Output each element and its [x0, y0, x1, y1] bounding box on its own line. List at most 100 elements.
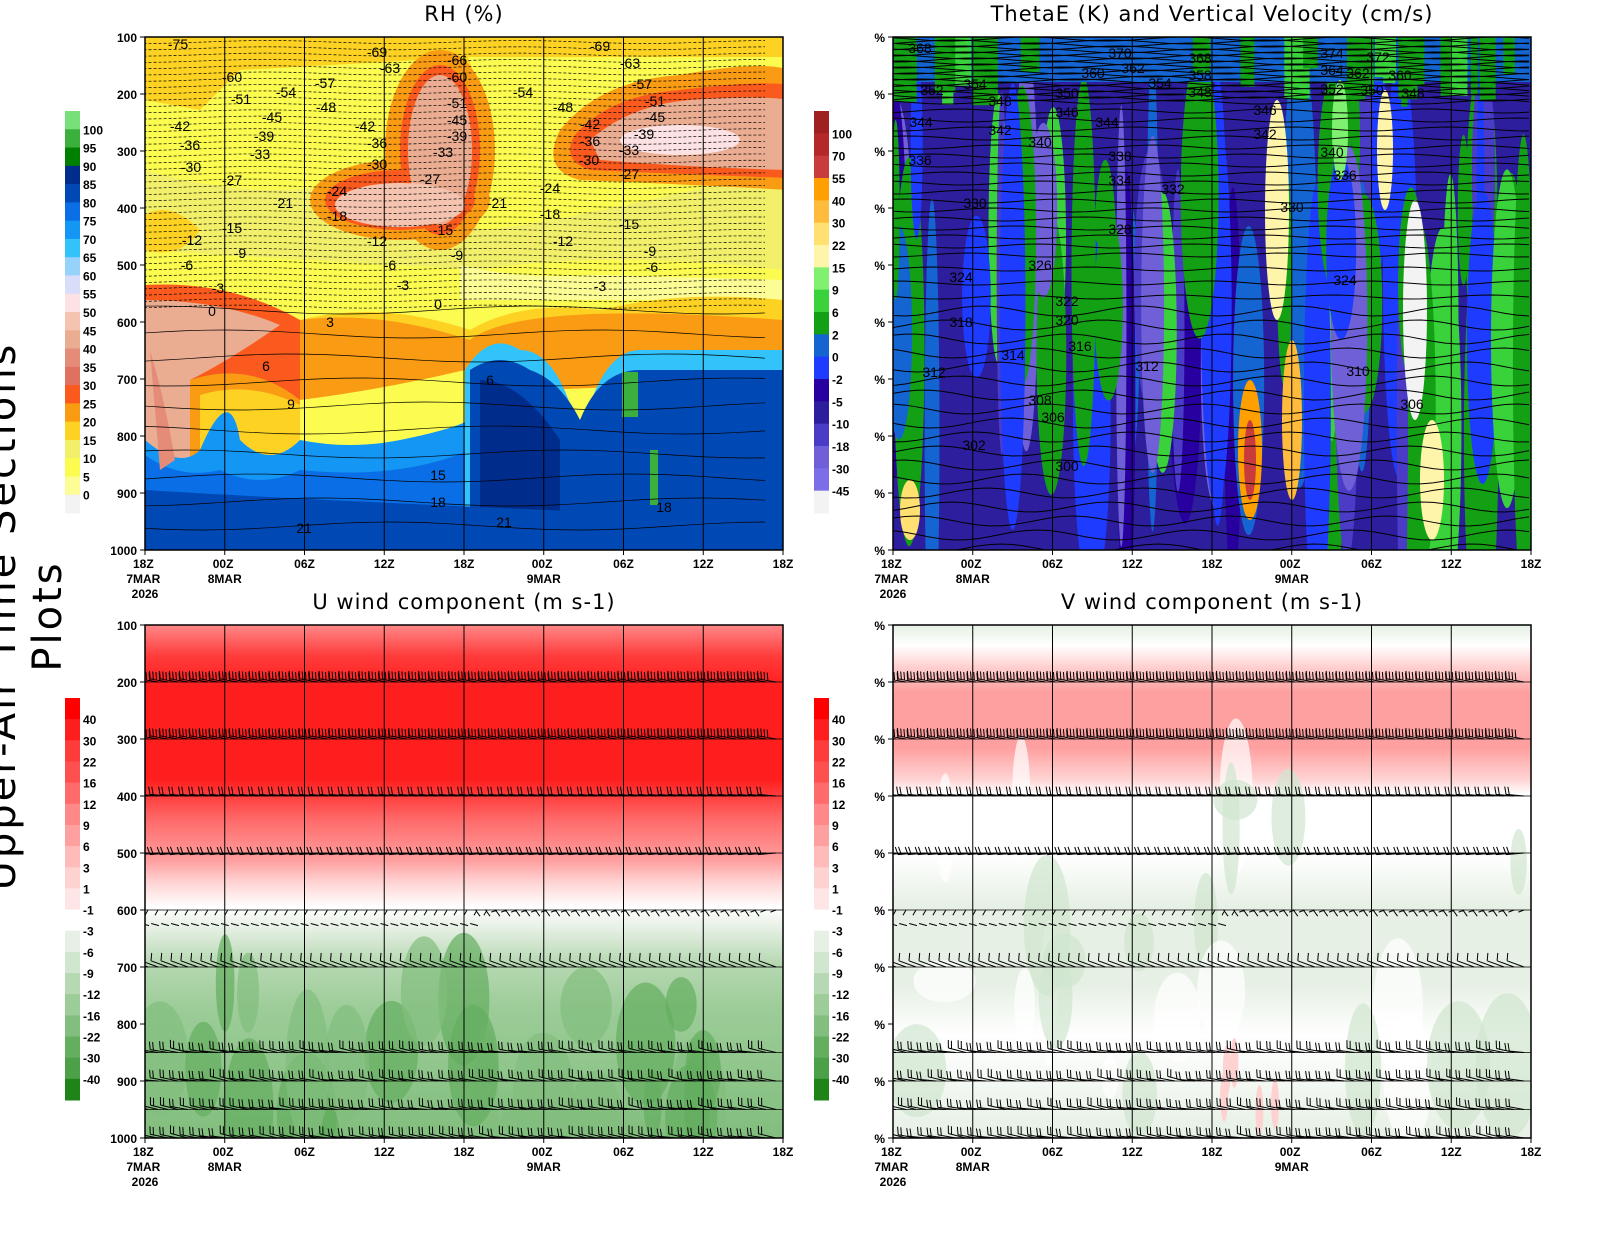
thetae-fill — [1442, 174, 1459, 468]
colorbar-swatch — [65, 111, 80, 130]
colorbar-swatch — [814, 111, 829, 134]
colorbar-label: -1 — [83, 904, 94, 918]
thetae-contour-line — [893, 75, 1530, 81]
thetae-contour-label: 338 — [1108, 148, 1132, 164]
x-tick-time: 12Z — [693, 1145, 714, 1159]
colorbar-label: 2 — [832, 328, 839, 342]
rh-contour-line — [145, 401, 766, 411]
rh-contour-label: -12 — [182, 232, 202, 248]
x-tick-label: 06Z — [1042, 557, 1063, 571]
x-tick-label: 18Z — [454, 557, 475, 571]
x-tick-time: 18Z — [881, 557, 905, 571]
wind-barb-row — [893, 727, 1525, 740]
colorbar-label: 22 — [832, 239, 846, 253]
thetae-contour-line — [893, 198, 1530, 204]
rh-contour-label: 18 — [656, 499, 672, 515]
thetae-contour-label: 340 — [1028, 134, 1052, 150]
x-tick-label: 06Z — [1361, 557, 1382, 571]
rh-contour-line — [145, 285, 766, 290]
rh-fill — [480, 380, 560, 520]
wind-barb-row — [145, 727, 777, 740]
thetae-contour-label: 342 — [988, 122, 1012, 138]
colorbar-label: -30 — [832, 462, 850, 476]
thetae-contour-label: 350 — [1055, 85, 1079, 101]
rh-contour-line — [145, 266, 766, 271]
rh-contour-line — [145, 191, 766, 196]
rh-contour-label: -45 — [645, 109, 665, 125]
rh-contour-line — [145, 377, 766, 387]
rh-contour-line — [145, 260, 766, 265]
x-tick-date: 8MAR — [956, 1160, 990, 1174]
thetae-contour-line — [893, 66, 1530, 72]
rh-contour-label: -6 — [384, 257, 397, 273]
thetae-contour-label: 352 — [1320, 81, 1344, 97]
rh-contour-label: -24 — [327, 183, 347, 199]
fill-layer — [145, 625, 783, 1138]
x-tick-time: 18Z — [133, 1145, 157, 1159]
rh-contour-label: -21 — [273, 195, 293, 211]
rh-contour-line — [145, 134, 766, 139]
wind-barb-row — [893, 1125, 1525, 1138]
x-tick-label: 18Z 7MAR 2026 — [874, 557, 911, 601]
rh-plot: -75 -69 -66-69-60-63-60-63-57 -57-54 -54-51-… — [110, 31, 793, 601]
rh-contour-line — [145, 147, 766, 151]
u-wind-fill — [364, 1000, 419, 1103]
thetae-contour-label: 346 — [1253, 102, 1277, 118]
x-tick-time: 06Z — [1361, 557, 1382, 571]
thetae-contour-line — [893, 216, 1530, 222]
v-wind-fill — [1197, 940, 1246, 1041]
v-wind-fill — [936, 773, 954, 883]
x-tick-time: 18Z — [773, 1145, 794, 1159]
colorbar-swatch — [65, 867, 80, 889]
thetae-contour-label: 324 — [949, 269, 973, 285]
rh-fill — [145, 37, 473, 110]
rh-contour-line — [145, 353, 766, 363]
rh-contour-line — [145, 166, 766, 170]
u-wind-fill — [665, 1063, 718, 1138]
colorbar-swatch — [65, 782, 80, 805]
x-tick-date: 9MAR — [1275, 1160, 1309, 1174]
rh-contour-line — [145, 52, 766, 57]
colorbar-label: 45 — [83, 324, 97, 338]
x-tick-label: 00Z 9MAR — [1275, 1145, 1309, 1174]
rh-contour-label: -18 — [327, 208, 347, 224]
rh-contour-label: -57 — [315, 75, 335, 91]
u-wind-fill — [615, 982, 676, 1105]
thetae-contour-label: 348 — [1401, 85, 1425, 101]
rh-contour-line — [145, 521, 766, 531]
colorbar-label: 20 — [83, 416, 97, 430]
colorbar-label: 70 — [83, 233, 97, 247]
x-tick-label: 18Z — [1202, 1145, 1223, 1159]
x-tick-label: 12Z — [1122, 1145, 1143, 1159]
thetae-fill — [999, 83, 1026, 530]
colorbar-label: 95 — [83, 142, 97, 156]
rh-contour-line — [145, 128, 766, 133]
colorbar-swatch — [65, 994, 80, 1016]
x-tick-date: 2026 — [132, 587, 159, 601]
colorbar-label: 3 — [83, 861, 90, 875]
colorbar-swatch — [814, 289, 829, 313]
rh-contour-label: 6 — [262, 358, 270, 374]
thetae-contour-label: 342 — [1253, 126, 1277, 142]
colorbar-swatch — [814, 1036, 829, 1059]
colorbar-swatch — [65, 1036, 80, 1059]
rh-contour-label: -54 — [513, 84, 533, 100]
thetae-contour-line — [893, 515, 1530, 527]
colorbar-label: 40 — [83, 713, 97, 727]
colorbar-swatch — [65, 202, 80, 222]
rh-contour-line — [145, 292, 766, 296]
thetae-contour-line — [893, 78, 1530, 84]
rh-contour-line — [145, 109, 766, 114]
rh-contour-label: -21 — [487, 195, 507, 211]
colorbar-swatch — [65, 385, 80, 404]
y-tick-label: 700 — [117, 373, 137, 387]
colorbar-label: -18 — [832, 440, 850, 454]
colorbar-label: 5 — [83, 470, 90, 484]
x-tick-label: 00Z 8MAR — [208, 1145, 242, 1174]
u-wind-fill — [185, 1021, 222, 1117]
thetae-contour-label: 344 — [1095, 114, 1119, 130]
v-wind-fill — [1122, 1051, 1157, 1137]
colorbar-label: 22 — [832, 755, 846, 769]
